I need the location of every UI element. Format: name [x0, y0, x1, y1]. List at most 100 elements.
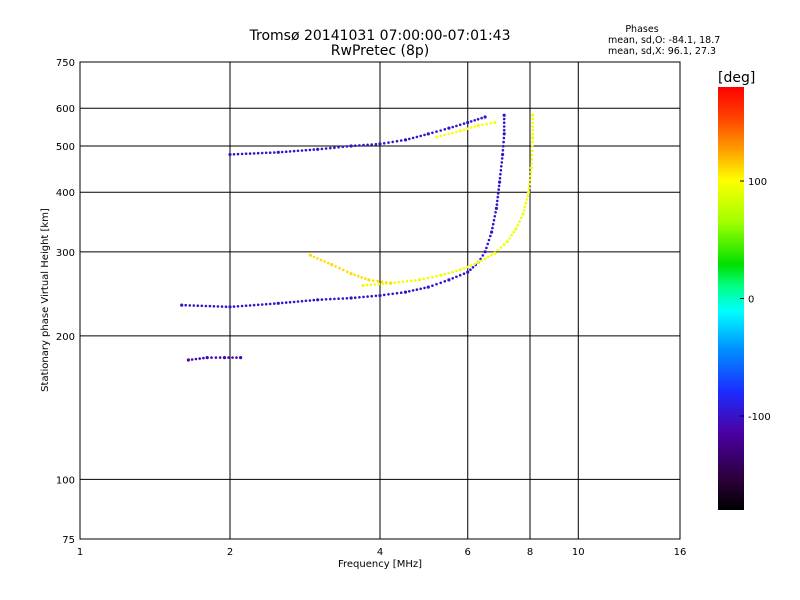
echo-point: [435, 282, 438, 286]
echo-point: [312, 298, 316, 302]
chart-title: Tromsø 20141031 07:00:00-07:01:43: [249, 28, 511, 44]
echo-point: [399, 139, 403, 142]
echo-point: [495, 203, 499, 206]
echo-point: [248, 304, 252, 307]
colorbar-ticks: -100 0 100: [740, 177, 771, 423]
y-tick-label: 75: [62, 535, 75, 546]
echo-point: [304, 299, 308, 303]
echo-point: [426, 285, 430, 289]
echo-point: [205, 356, 209, 360]
echo-point: [337, 297, 340, 301]
echo-point: [397, 280, 401, 284]
echo-point: [380, 280, 384, 284]
echo-point: [411, 136, 415, 140]
echo-point: [505, 240, 509, 244]
echo-point: [192, 304, 196, 307]
echo-point: [485, 246, 488, 250]
echo-point: [324, 298, 328, 301]
echo-point: [447, 126, 451, 130]
echo-point: [458, 129, 462, 133]
echo-point: [228, 152, 232, 157]
echo-point: [210, 356, 213, 359]
echo-point: [349, 296, 353, 300]
echo-point: [356, 274, 360, 278]
echo-point: [393, 281, 397, 284]
echo-point: [260, 151, 264, 155]
echo-point: [499, 169, 503, 172]
echo-point: [455, 130, 458, 134]
echo-point: [530, 162, 533, 165]
echo-point: [531, 145, 534, 148]
echo-point: [502, 121, 506, 124]
echo-point: [480, 259, 483, 262]
echo-point: [443, 280, 447, 283]
echo-point: [531, 140, 534, 144]
x-tick-label: 2: [227, 547, 233, 558]
echo-point: [260, 303, 264, 306]
echo-point: [487, 238, 491, 242]
echo-point: [381, 282, 385, 286]
echo-point: [502, 125, 506, 128]
echo-point: [399, 291, 403, 295]
echo-point: [493, 120, 497, 125]
echo-point: [208, 304, 212, 308]
echo-trace: [361, 113, 535, 288]
echo-point: [362, 295, 365, 299]
echo-point: [252, 303, 256, 307]
echo-trace: [435, 120, 497, 139]
echo-point: [365, 283, 369, 287]
echo-point: [530, 149, 534, 152]
echo-point: [496, 199, 499, 203]
echo-point: [494, 211, 497, 214]
echo-point: [415, 135, 419, 139]
echo-point: [496, 249, 500, 252]
echo-point: [276, 301, 280, 305]
echo-point: [469, 268, 472, 272]
echo-point: [435, 274, 438, 278]
echo-trace: [228, 115, 487, 157]
echo-point: [516, 223, 520, 227]
echo-point: [529, 166, 533, 170]
echo-point: [489, 122, 493, 125]
echo-point: [268, 151, 272, 154]
echo-point: [409, 279, 413, 283]
echo-point: [473, 119, 477, 122]
echo-point: [451, 131, 454, 135]
x-axis-label: Frequency [MHz]: [338, 559, 422, 570]
echo-point: [395, 291, 399, 295]
echo-point: [443, 272, 447, 276]
echo-point: [345, 270, 349, 274]
echo-point: [222, 356, 227, 360]
echo-point: [499, 172, 502, 176]
echo-point: [236, 305, 240, 308]
echo-point: [329, 146, 332, 150]
echo-point: [469, 264, 473, 267]
echo-point: [236, 152, 240, 156]
echo-point: [466, 270, 470, 274]
echo-point: [216, 305, 220, 308]
colorbar: [718, 87, 744, 510]
echo-point: [462, 272, 466, 276]
echo-point: [382, 293, 386, 297]
echo-point: [395, 139, 399, 143]
x-tick-label: 6: [465, 547, 471, 558]
stats-o-line: mean, sd,O: -84.1, 18.7: [608, 35, 720, 46]
echo-point: [362, 143, 365, 147]
echo-point: [377, 282, 381, 286]
echo-point: [431, 275, 434, 279]
echo-point: [521, 212, 525, 216]
echo-point: [508, 237, 511, 240]
echo-point: [502, 136, 506, 140]
x-tick-label: 10: [572, 547, 585, 558]
echo-point: [518, 220, 521, 223]
echo-point: [491, 226, 494, 230]
echo-point: [367, 278, 371, 282]
echo-point: [466, 120, 470, 125]
echo-point: [528, 178, 532, 182]
echo-point: [458, 123, 462, 127]
echo-point: [227, 356, 230, 359]
y-tick-label: 500: [56, 142, 75, 153]
echo-point: [514, 227, 518, 231]
echo-point: [417, 278, 422, 282]
echo-point: [529, 174, 532, 178]
